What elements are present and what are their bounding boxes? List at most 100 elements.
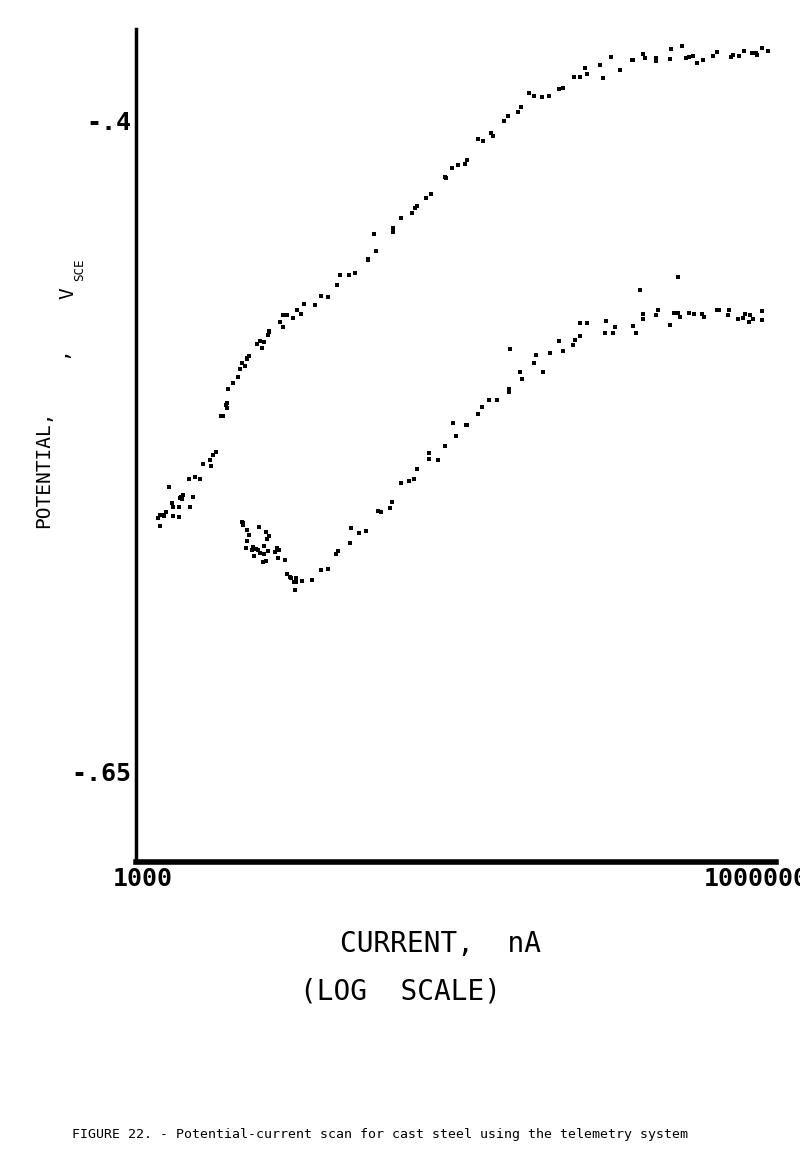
Point [725,47,738,66]
Point [490,391,503,409]
Point [246,541,259,560]
Point [286,308,299,327]
Point [737,308,750,327]
Point [258,333,270,352]
Point [682,303,695,321]
Point [461,416,474,435]
Point [755,39,768,57]
Point [502,107,514,126]
Point [675,36,688,55]
Point [574,68,586,87]
Point [256,339,269,358]
Point [637,305,650,324]
Point [471,129,484,148]
Point [512,102,525,121]
Point [650,48,662,67]
Point [370,242,382,260]
Point [309,296,322,314]
Point [256,552,269,571]
Point [322,560,334,578]
Point [503,340,516,359]
Point [762,41,774,60]
Point [687,47,700,66]
Point [277,306,290,325]
Point [737,42,750,61]
Text: SCE: SCE [74,258,86,282]
Point [402,472,415,490]
Point [298,294,310,313]
Point [165,494,178,513]
Point [271,538,284,557]
Point [568,331,581,350]
Point [581,65,594,83]
Point [713,300,726,319]
Point [476,398,489,416]
Point [598,324,611,343]
Point [253,543,266,562]
Point [242,526,255,544]
Point [665,39,678,57]
Point [422,443,435,462]
Point [672,304,685,323]
Point [197,455,210,474]
Point [360,521,373,540]
Point [597,69,610,88]
Point [515,369,528,388]
Point [296,571,309,590]
Point [243,347,256,366]
Point [459,415,472,434]
Text: FIGURE 22. - Potential-current scan for cast steel using the telemetry system: FIGURE 22. - Potential-current scan for … [72,1128,688,1141]
Point [154,516,166,535]
Point [158,507,170,526]
Point [557,79,570,97]
Point [742,312,755,331]
Point [345,518,358,537]
Point [408,470,421,489]
Point [626,52,639,70]
Point [697,50,710,69]
Point [445,158,458,177]
Point [394,209,407,228]
Point [151,509,164,528]
Point [461,150,474,169]
Point [235,513,248,531]
Point [248,547,261,565]
Point [432,450,445,469]
Point [183,470,196,489]
Point [755,311,768,330]
Point [733,47,746,66]
Point [184,497,197,516]
Point [440,169,453,188]
Point [746,43,758,62]
Point [234,359,246,378]
Point [439,167,452,185]
Point [289,581,302,599]
Point [238,357,251,375]
Point [527,353,540,372]
Point [283,568,296,586]
Point [609,318,622,337]
Point [420,189,433,208]
Point [485,123,498,142]
Point [278,550,291,569]
Point [262,527,275,545]
Point [650,52,662,70]
Point [557,341,570,360]
Point [163,477,176,496]
Point [240,348,253,367]
Point [247,537,260,556]
Point [210,442,222,461]
Point [651,300,664,319]
Point [710,42,723,61]
Point [663,49,676,68]
Point [258,536,270,555]
Point [636,310,649,328]
Point [626,317,639,335]
Point [222,380,234,399]
Point [343,265,356,284]
Point [262,542,274,561]
Point [274,312,286,331]
Point [483,391,496,409]
Point [254,331,266,350]
Point [663,316,676,334]
